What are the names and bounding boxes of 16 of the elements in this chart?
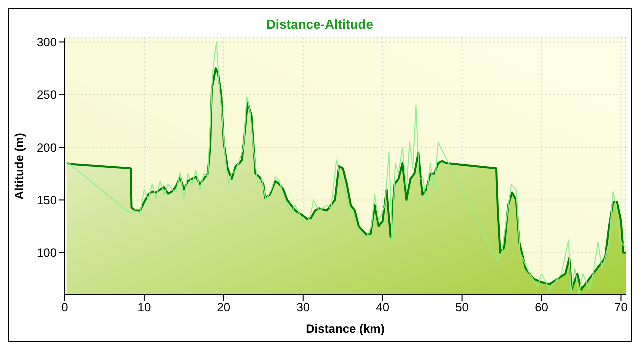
- x-tick-label: 70: [614, 300, 628, 315]
- x-axis-title: Distance (km): [306, 322, 385, 336]
- y-tick-label: 150: [36, 193, 58, 208]
- y-tick-label: 200: [36, 140, 58, 155]
- y-axis-title: Altitude (m): [12, 133, 26, 200]
- x-tick-label: 40: [376, 300, 390, 315]
- y-tick-label: 100: [36, 246, 58, 260]
- y-tick-label: 250: [36, 88, 58, 102]
- x-tick-label: 0: [62, 300, 69, 315]
- x-tick-label: 30: [296, 300, 310, 315]
- x-tick-label: 10: [138, 300, 152, 315]
- y-tick-label: 300: [36, 35, 58, 50]
- x-tick-label: 20: [217, 300, 231, 315]
- chart-title: Distance-Altitude: [266, 17, 374, 32]
- x-tick-label: 60: [535, 300, 549, 315]
- x-tick-label: 50: [456, 300, 470, 315]
